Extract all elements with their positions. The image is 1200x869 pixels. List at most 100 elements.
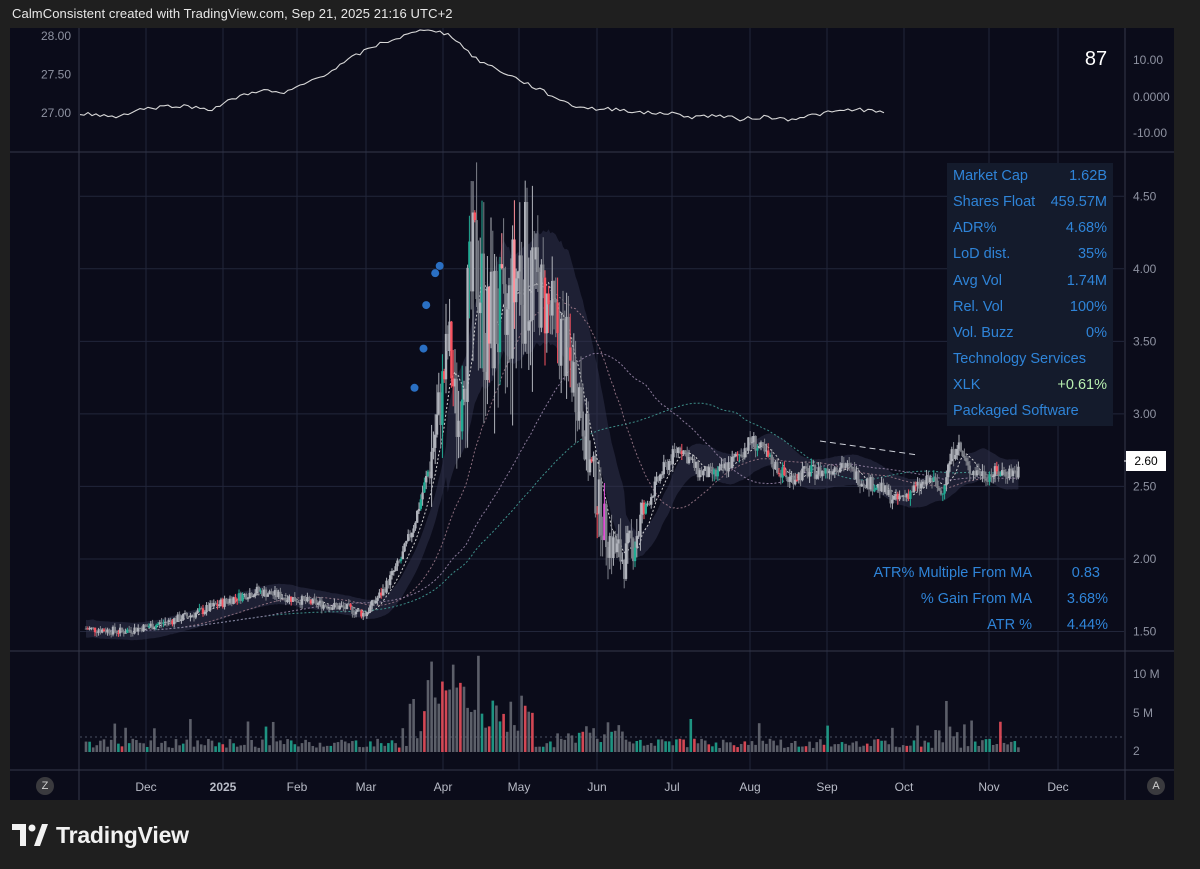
trendline[interactable]	[819, 440, 919, 456]
volume-bar	[891, 727, 894, 752]
signal-marker	[422, 301, 431, 310]
candle-body	[275, 590, 278, 598]
volume-bar	[973, 741, 977, 752]
candle-body	[318, 600, 322, 604]
candle-body	[565, 316, 568, 377]
volume-bar	[592, 728, 595, 752]
candle-body	[804, 466, 808, 469]
volume-bar	[448, 689, 451, 752]
volume-bar	[145, 746, 149, 752]
candle-body	[779, 473, 782, 478]
volume-bar	[1013, 741, 1017, 752]
candle-body	[383, 589, 386, 593]
candle-body	[821, 471, 824, 477]
candle-body	[619, 539, 622, 562]
volume-bar	[631, 743, 635, 752]
tradingview-logo[interactable]: TradingView	[12, 820, 189, 850]
candle-body	[731, 456, 734, 469]
volume-bar	[912, 740, 916, 752]
volume-bar	[660, 739, 664, 752]
volume-bar	[765, 743, 768, 752]
candle-body	[243, 593, 246, 595]
candle-body	[335, 602, 338, 606]
candle-body	[119, 627, 122, 634]
time-axis-label: Aug	[739, 780, 760, 794]
candle-body	[668, 461, 671, 470]
timezone-button[interactable]: Z	[36, 777, 54, 795]
candle-body	[131, 632, 134, 634]
volume-bar	[239, 745, 243, 752]
candle-body	[702, 470, 705, 476]
candle-body	[425, 476, 428, 483]
volume-bar	[426, 680, 430, 752]
candle-body	[970, 473, 973, 475]
volume-bar	[462, 686, 466, 752]
candle-body	[515, 278, 518, 303]
volume-bar	[275, 741, 279, 752]
candle-body	[479, 302, 482, 314]
candle-body	[563, 318, 566, 377]
volume-bar	[707, 744, 711, 752]
candle-body	[281, 597, 284, 600]
candle-body	[815, 474, 818, 479]
volume-bar	[779, 739, 783, 752]
candle-body	[770, 454, 773, 465]
volume-bar	[801, 746, 804, 752]
candle-body	[633, 547, 637, 562]
candle-body	[977, 470, 980, 474]
candle-body	[740, 454, 743, 457]
volume-bar	[340, 739, 343, 752]
candle-body	[682, 450, 685, 455]
candle-body	[812, 465, 815, 467]
auto-scale-button[interactable]: A	[1147, 777, 1165, 795]
candle-body	[227, 601, 230, 603]
volume-bar	[772, 740, 775, 752]
volume-bar	[937, 730, 941, 752]
volume-bar	[671, 745, 675, 752]
candle-body	[547, 293, 550, 305]
candle-body	[777, 472, 781, 474]
candle-body	[725, 463, 728, 472]
volume-bar	[905, 745, 909, 752]
candle-body	[376, 597, 379, 601]
volume-bar	[289, 740, 293, 752]
volume-bar	[682, 739, 685, 752]
candle-body	[203, 611, 206, 614]
candle-body	[567, 316, 570, 348]
volume-bar	[361, 747, 365, 752]
volume-bar	[480, 713, 484, 752]
volume-bar	[855, 741, 858, 752]
atr-value: 3.68%	[1066, 591, 1108, 607]
volume-bar	[156, 747, 160, 752]
volume-axis-label: 10 M	[1133, 667, 1160, 681]
candle-body	[1006, 476, 1009, 479]
candle-body	[934, 477, 937, 481]
volume-bar	[833, 744, 837, 752]
candle-body	[156, 623, 160, 626]
candle-body	[468, 241, 471, 268]
tradingview-logo-icon	[12, 824, 48, 846]
candle-body	[144, 624, 147, 626]
candle-body	[909, 491, 912, 499]
candle-body	[495, 270, 498, 344]
candle-body	[648, 503, 651, 505]
candle-body	[938, 487, 941, 491]
candle-body	[572, 362, 575, 393]
time-axis-label: Sep	[816, 780, 838, 794]
candle-body	[813, 465, 817, 479]
candle-body	[664, 461, 667, 463]
upper-pane-line	[79, 29, 885, 122]
candle-body	[767, 450, 770, 457]
candle-body	[975, 470, 979, 476]
candle-body	[601, 535, 604, 541]
atr-multiple-row: ATR% Multiple From MA 0.83	[860, 565, 1120, 587]
volume-bar	[757, 723, 761, 752]
candle-body	[1010, 468, 1013, 476]
stat-lod-dist: LoD dist. 35%	[953, 246, 1107, 268]
candle-body	[392, 570, 395, 572]
volume-bar	[898, 747, 901, 752]
stat-label: Rel. Vol	[953, 299, 1003, 315]
candle-body	[741, 456, 745, 458]
upper-pane-value: 87	[1084, 48, 1108, 70]
